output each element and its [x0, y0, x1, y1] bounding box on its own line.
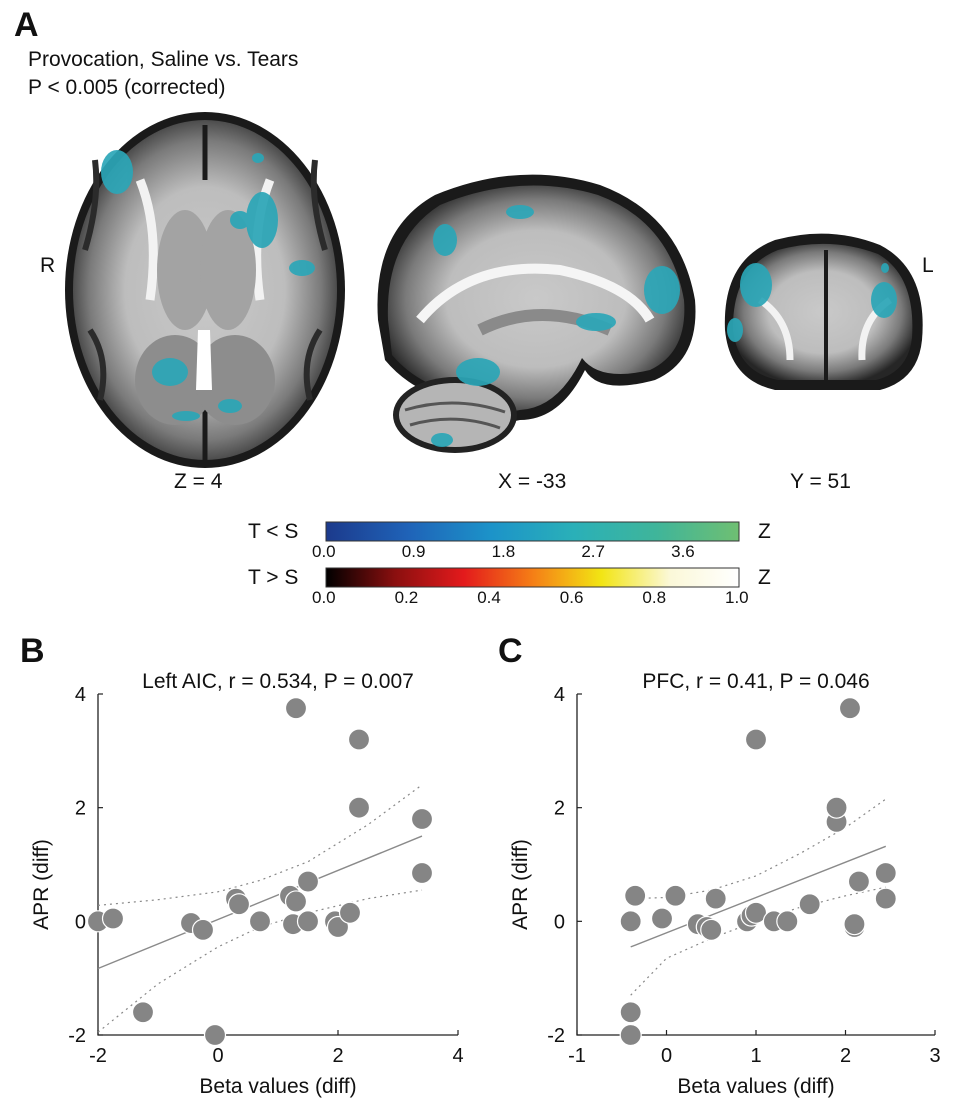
regression-line — [97, 835, 423, 970]
panel-a-threshold: P < 0.005 (corrected) — [28, 76, 226, 99]
orientation-left-label: L — [922, 254, 934, 277]
y-tick-label: 2 — [554, 798, 565, 820]
scatter-point — [847, 870, 871, 893]
x-tick-label: 0 — [212, 1045, 223, 1067]
scatter-point — [744, 728, 768, 751]
y-tick-label: 0 — [554, 911, 565, 933]
panel-letter-b: B — [20, 632, 45, 670]
slice-label-axial: Z = 4 — [174, 470, 223, 493]
scatter-point — [101, 907, 125, 930]
panel-a-title: Provocation, Saline vs. Tears — [28, 48, 299, 71]
scatter-point — [664, 884, 687, 907]
confidence-band-upper — [630, 798, 887, 900]
scatter-point — [227, 893, 251, 916]
scatter-point — [347, 728, 371, 751]
x-tick-label: -1 — [568, 1045, 586, 1067]
colorbar-unit-t-less-s: Z — [758, 520, 771, 543]
scatter-point — [619, 910, 642, 933]
scatter-point — [798, 893, 821, 916]
axial-activation-clusters — [101, 150, 315, 421]
scatter-point — [650, 907, 674, 930]
scatter-point — [744, 901, 768, 924]
scatter-point — [704, 887, 727, 910]
colorbar-tick-label: 0.0 — [312, 542, 336, 561]
colorbar-t-less-s — [325, 521, 740, 542]
colorbar-tick-label: 1.8 — [491, 542, 516, 561]
scatter-point — [410, 807, 434, 831]
coronal-brain-slice — [724, 233, 923, 390]
y-tick-label: -2 — [547, 1025, 565, 1047]
scatter-point — [410, 861, 434, 885]
x-axis-label: Beta values (diff) — [677, 1075, 834, 1098]
sagittal-brain-slice — [377, 174, 696, 453]
y-axis-label: APR (diff) — [30, 839, 53, 930]
colorbar-tick-label: 0.6 — [559, 588, 584, 607]
x-tick-label: 2 — [332, 1045, 343, 1067]
x-axis-label: Beta values (diff) — [199, 1075, 356, 1098]
regression-line — [630, 845, 887, 948]
colorbar-t-greater-s — [325, 567, 740, 588]
y-tick-label: 4 — [554, 684, 565, 706]
scatter-point — [284, 697, 308, 720]
scatter-point — [296, 910, 320, 933]
scatter-point — [248, 910, 272, 933]
scatter-point — [284, 890, 308, 913]
scatter-point — [700, 918, 723, 941]
plot-title: PFC, r = 0.41, P = 0.046 — [642, 670, 869, 693]
slice-label-sagittal: X = -33 — [498, 470, 567, 493]
axes-lines — [97, 694, 458, 1036]
scatter-point — [347, 796, 371, 819]
scatter-point — [843, 913, 866, 936]
scatter-point — [131, 1001, 155, 1024]
scatter-point — [624, 884, 647, 907]
colorbar-tick-label: 3.6 — [671, 542, 695, 561]
scatter-plot-left-aic: -2 0 2 4 -2 0 2 4 Left AIC, r = 0.534, P = 0.007… — [30, 670, 464, 1098]
scatter-point — [874, 887, 897, 910]
sagittal-activation-clusters — [431, 205, 680, 447]
axial-brain-slice — [65, 112, 345, 468]
colorbar-tick-label: 0.9 — [401, 542, 426, 561]
plot-title: Left AIC, r = 0.534, P = 0.007 — [142, 670, 414, 693]
scatter-point — [838, 697, 862, 720]
scatter-point — [619, 1023, 642, 1047]
scatter-point — [619, 1001, 642, 1024]
y-axis-label: APR (diff) — [509, 839, 532, 930]
confidence-band-lower — [630, 886, 886, 996]
x-tick-label: 1 — [750, 1045, 761, 1067]
y-tick-label: -2 — [68, 1025, 86, 1047]
scatter-plot-pfc: -1 0 1 2 3 -2 0 2 4 PFC, r = 0.41, P = 0.046 Beta … — [509, 670, 941, 1098]
panel-letter-c: C — [498, 632, 523, 670]
scatter-point — [296, 870, 320, 893]
scatter-point — [874, 861, 897, 885]
orientation-right-label: R — [40, 254, 56, 277]
x-tick-label: 0 — [661, 1045, 672, 1067]
x-tick-label: 4 — [452, 1045, 463, 1067]
y-tick-label: 2 — [75, 798, 86, 820]
colorbar-label-t-less-s: T < S — [248, 520, 299, 543]
x-tick-label: 2 — [840, 1045, 851, 1067]
scatter-point — [338, 901, 362, 924]
x-tick-label: 3 — [929, 1045, 940, 1067]
slice-label-coronal: Y = 51 — [790, 470, 851, 493]
colorbar-tick-label: 0.4 — [477, 588, 501, 607]
x-tick-label: -2 — [89, 1045, 107, 1067]
colorbar-unit-t-greater-s: Z — [758, 566, 771, 589]
colorbar-tick-label: 0.2 — [394, 588, 419, 607]
scatter-point — [191, 918, 215, 941]
colorbar-tick-label: 1.0 — [725, 588, 749, 607]
y-tick-label: 0 — [75, 911, 86, 933]
colorbar-tick-label: 0.8 — [642, 588, 667, 607]
scatter-point — [326, 915, 350, 939]
colorbar-tick-label: 2.7 — [581, 542, 605, 561]
panel-letter-a: A — [14, 6, 39, 44]
y-tick-label: 4 — [75, 684, 86, 706]
colorbar-label-t-greater-s: T > S — [248, 566, 299, 589]
scatter-point — [825, 796, 848, 819]
confidence-band-upper — [97, 784, 423, 906]
coronal-activation-clusters — [727, 263, 897, 342]
colorbar-tick-label: 0.0 — [312, 588, 336, 607]
scatter-point — [203, 1023, 227, 1047]
scatter-point — [776, 910, 799, 933]
